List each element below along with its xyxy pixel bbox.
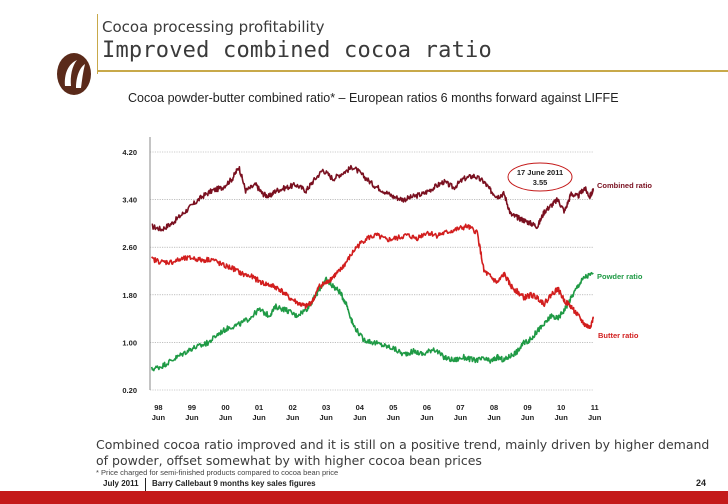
footer-separator xyxy=(145,478,146,491)
x-tick-month: Jun xyxy=(353,413,367,422)
series-lines xyxy=(150,164,595,372)
x-tick-year: 02 xyxy=(288,403,296,412)
footer-date: July 2011 xyxy=(103,479,139,488)
y-tick-label: 3.40 xyxy=(122,196,137,205)
x-tick-year: 06 xyxy=(423,403,431,412)
series-label: Butter ratio xyxy=(598,331,639,340)
footer-color-bar xyxy=(0,491,728,504)
footer-description: Barry Callebaut 9 months key sales figur… xyxy=(152,479,316,488)
x-tick-year: 05 xyxy=(389,403,397,412)
annotation-ellipse xyxy=(507,162,573,192)
y-axis-ticks: 4.20 3.40 2.60 1.80 1.00 0.20 xyxy=(122,148,137,395)
y-tick-label: 0.20 xyxy=(122,386,137,395)
series-line-powder-ratio xyxy=(150,271,594,372)
header-rule xyxy=(97,70,728,72)
x-tick-year: 10 xyxy=(557,403,565,412)
x-tick-month: Jun xyxy=(152,413,166,422)
x-tick-month: Jun xyxy=(252,413,266,422)
series-line-butter-ratio xyxy=(151,223,595,330)
x-tick-year: 03 xyxy=(322,403,330,412)
page-title: Improved combined cocoa ratio xyxy=(102,38,492,63)
x-tick-year: 99 xyxy=(188,403,196,412)
y-tick-label: 1.80 xyxy=(122,291,137,300)
x-tick-month: Jun xyxy=(521,413,535,422)
y-tick-label: 2.60 xyxy=(122,243,137,252)
section-kicker: Cocoa processing profitability xyxy=(102,18,325,36)
x-tick-month: Jun xyxy=(387,413,401,422)
annotation-value: 3.55 xyxy=(533,178,548,187)
company-logo-icon xyxy=(57,53,91,95)
x-tick-year: 11 xyxy=(591,403,599,412)
x-tick-month: Jun xyxy=(320,413,334,422)
x-tick-month: Jun xyxy=(219,413,233,422)
x-tick-year: 04 xyxy=(356,403,365,412)
x-tick-year: 07 xyxy=(456,403,464,412)
x-tick-month: Jun xyxy=(420,413,434,422)
chart-title: Cocoa powder-butter combined ratio* – Eu… xyxy=(128,91,619,105)
page-number: 24 xyxy=(695,478,706,488)
x-tick-month: Jun xyxy=(554,413,568,422)
footnote: * Price charged for semi-finished produc… xyxy=(96,468,339,477)
chart-commentary: Combined cocoa ratio improved and it is … xyxy=(96,437,710,468)
x-tick-month: Jun xyxy=(454,413,468,422)
y-tick-label: 4.20 xyxy=(122,148,137,157)
x-tick-month: Jun xyxy=(185,413,199,422)
x-tick-month: Jun xyxy=(286,413,300,422)
header-vertical-rule xyxy=(97,14,98,74)
x-tick-year: 98 xyxy=(154,403,162,412)
x-tick-year: 01 xyxy=(255,403,263,412)
series-label: Combined ratio xyxy=(597,181,652,190)
annotation-date: 17 June 2011 xyxy=(517,168,563,177)
x-tick-year: 00 xyxy=(221,403,229,412)
x-tick-year: 08 xyxy=(490,403,498,412)
series-line-combined-ratio xyxy=(151,164,595,232)
x-tick-month: Jun xyxy=(487,413,501,422)
x-tick-year: 09 xyxy=(523,403,531,412)
series-labels: Combined ratio Powder ratio Butter ratio xyxy=(597,181,652,340)
x-tick-month: Jun xyxy=(588,413,602,422)
footer: July 2011 Barry Callebaut 9 months key s… xyxy=(0,478,728,491)
x-axis-ticks: 98Jun99Jun00Jun01Jun02Jun03Jun04Jun05Jun… xyxy=(152,403,602,422)
series-label: Powder ratio xyxy=(597,272,643,281)
y-tick-label: 1.00 xyxy=(122,338,137,347)
